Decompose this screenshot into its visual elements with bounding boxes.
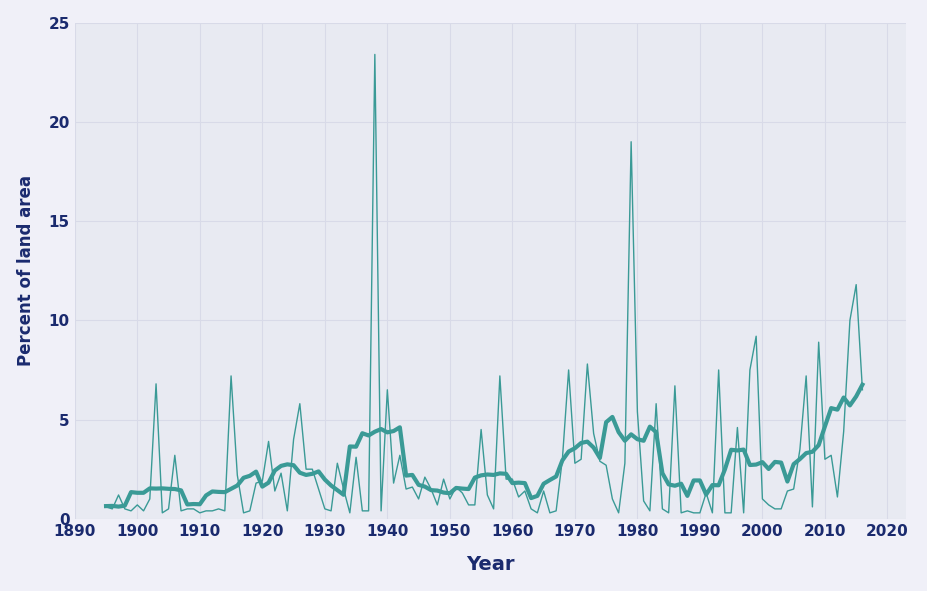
Y-axis label: Percent of land area: Percent of land area: [17, 176, 34, 366]
X-axis label: Year: Year: [465, 556, 514, 574]
